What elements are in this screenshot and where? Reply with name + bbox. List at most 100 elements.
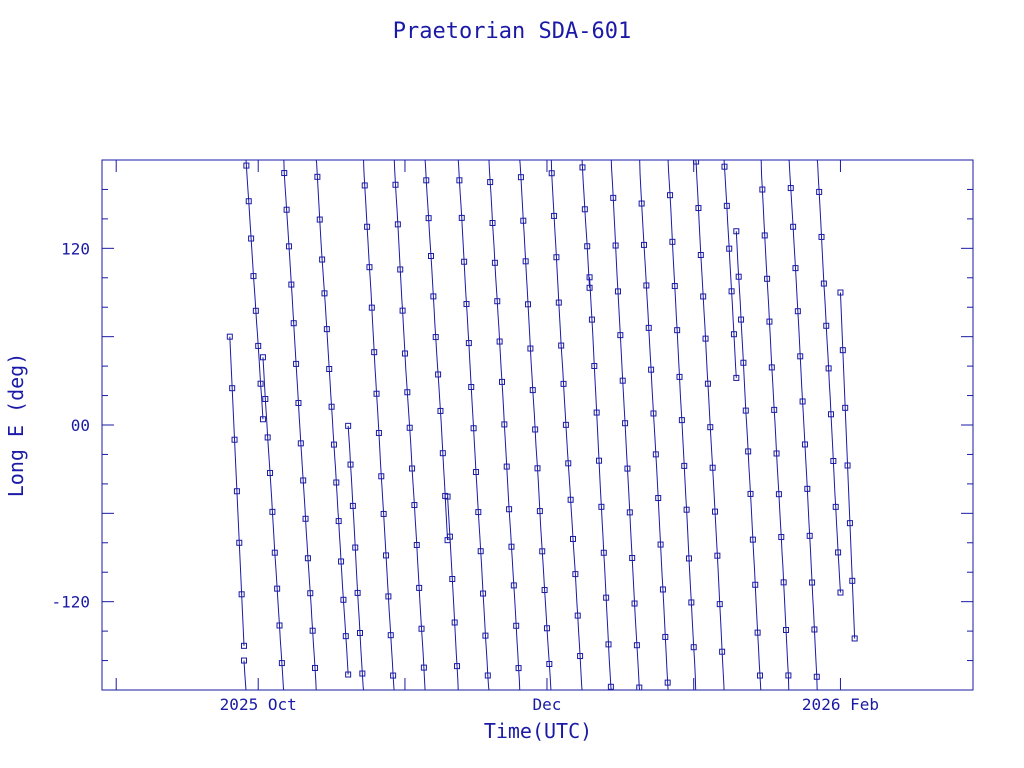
data-point (764, 275, 771, 282)
data-point (430, 293, 437, 300)
data-point (695, 205, 702, 212)
data-point (449, 575, 456, 582)
data-point (610, 194, 617, 201)
data-point (427, 253, 434, 260)
data-point (704, 380, 711, 387)
data-point (257, 380, 264, 387)
data-point (241, 642, 248, 649)
data-point (300, 477, 307, 484)
data-point (338, 558, 345, 565)
data-point (749, 536, 756, 543)
data-point (238, 591, 245, 598)
data-point (756, 672, 763, 679)
data-point (851, 635, 858, 642)
chart-title: Praetorian SDA-601 (393, 19, 631, 44)
data-point (837, 289, 844, 296)
data-point (844, 462, 851, 469)
data-point (740, 359, 747, 366)
data-point (229, 385, 236, 392)
data-point (804, 485, 811, 492)
data-point (598, 503, 605, 510)
data-point (269, 508, 276, 515)
data-point (837, 589, 844, 596)
data-point (534, 465, 541, 472)
data-point (778, 534, 785, 541)
data-point (302, 515, 309, 522)
data-point (846, 520, 853, 527)
data-point (316, 216, 323, 223)
data-point (572, 571, 579, 578)
data-point (685, 555, 692, 562)
data-point (714, 552, 721, 559)
data-point (721, 163, 728, 170)
data-point (458, 214, 465, 221)
data-point (477, 548, 484, 555)
data-point (397, 266, 404, 273)
data-point (761, 232, 768, 239)
data-point (446, 533, 453, 540)
plot-frame (101, 159, 974, 691)
data-point (480, 590, 487, 597)
data-point (629, 554, 636, 561)
data-point (799, 398, 806, 405)
data-point (754, 629, 761, 636)
data-point (785, 672, 792, 679)
data-point (600, 549, 607, 556)
data-point (233, 488, 240, 495)
data-point (522, 258, 529, 265)
data-point (525, 301, 532, 308)
data-point (267, 469, 274, 476)
data-point (733, 374, 740, 381)
data-point (827, 411, 834, 418)
data-point (612, 242, 619, 249)
data-point (392, 181, 399, 188)
data-point (342, 633, 349, 640)
data-point (423, 177, 430, 184)
data-point (368, 304, 375, 311)
data-point (577, 653, 584, 660)
data-point (226, 333, 233, 340)
data-point (555, 299, 562, 306)
x-tick-label: 2026 Feb (802, 695, 879, 714)
data-point (835, 549, 842, 556)
data-point (617, 332, 624, 339)
data-point (475, 509, 482, 516)
data-point (482, 632, 489, 639)
data-point (330, 441, 337, 448)
data-point (432, 334, 439, 341)
data-point (385, 593, 392, 600)
data-point (586, 274, 593, 281)
data-point (712, 508, 719, 515)
data-point (738, 316, 745, 323)
data-point (312, 664, 319, 671)
data-point (259, 416, 266, 423)
data-point (321, 290, 328, 297)
data-point (506, 506, 513, 513)
data-point (619, 377, 626, 384)
data-point (371, 349, 378, 356)
data-point (335, 518, 342, 525)
data-point (742, 407, 749, 414)
data-point (780, 579, 787, 586)
data-point (498, 378, 505, 385)
data-point (508, 543, 515, 550)
data-point (638, 200, 645, 207)
data-point (513, 622, 520, 629)
data-point (390, 672, 397, 679)
y-tick-labels: -120 00 120 (51, 239, 90, 611)
data-point (752, 581, 759, 588)
data-point (527, 345, 534, 352)
data-point (444, 493, 451, 500)
data-point (766, 318, 773, 325)
data-point (387, 632, 394, 639)
x-axis-label: Time(UTC) (484, 719, 592, 743)
data-point (541, 587, 548, 594)
data-point (794, 308, 801, 315)
data-point (622, 420, 629, 427)
data-point (345, 671, 352, 678)
data-point (494, 298, 501, 305)
data-point (775, 491, 782, 498)
data-point (349, 502, 356, 509)
data-point (236, 539, 243, 546)
data-point (333, 479, 340, 486)
